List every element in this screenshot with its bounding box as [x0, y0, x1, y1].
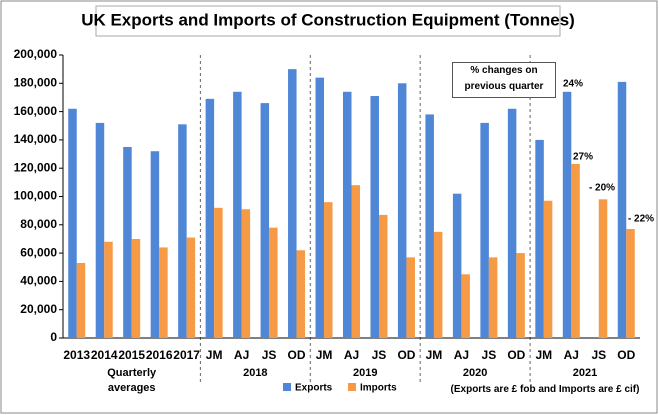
bar [452, 193, 462, 338]
bar [598, 199, 608, 338]
bar [241, 209, 251, 338]
x-tick-label: OD [507, 348, 525, 362]
bar [269, 227, 278, 338]
x-tick-label: 2013 [63, 348, 90, 362]
bar [76, 263, 86, 338]
x-tick-label: AJ [564, 348, 579, 362]
x-tick-label: 2017 [173, 348, 200, 362]
bar [315, 77, 325, 338]
y-tick-label: 120,000 [14, 160, 58, 174]
legend-swatch [283, 383, 291, 391]
bar [324, 202, 333, 338]
bar [159, 247, 168, 338]
bar [288, 69, 297, 339]
bar [425, 114, 434, 339]
annotation: - 20% [589, 183, 615, 194]
bar [123, 146, 132, 338]
x-tick-label: 2016 [146, 348, 173, 362]
bar [480, 122, 489, 338]
x-tick-label: 2014 [91, 348, 118, 362]
chart-title: UK Exports and Imports of Construction E… [81, 10, 575, 29]
x-tick-label: JS [262, 348, 277, 362]
bar [150, 151, 160, 338]
y-tick-label: 100,000 [14, 189, 58, 203]
bar [95, 122, 105, 338]
y-tick-label: 20,000 [20, 302, 57, 316]
x-tick-label: OD [397, 348, 415, 362]
y-tick-label: 40,000 [20, 274, 57, 288]
bar [343, 91, 352, 338]
y-tick-label: 180,000 [14, 75, 58, 89]
x-tick-label: OD [617, 348, 635, 362]
y-tick-label: 60,000 [20, 245, 57, 259]
y-tick-label: 0 [50, 330, 57, 344]
footnote: (Exports are £ fob and Imports are £ cif… [450, 384, 640, 395]
x-tick-label: JS [591, 348, 606, 362]
bar [131, 238, 141, 338]
bar [104, 241, 113, 338]
x-tick-label: AJ [454, 348, 469, 362]
x-tick-label: JM [426, 348, 443, 362]
x-tick-label: AJ [234, 348, 249, 362]
x-tick-label: 2015 [118, 348, 145, 362]
y-tick-label: 200,000 [14, 47, 58, 61]
bar [370, 96, 379, 338]
x-tick-label: JS [372, 348, 387, 362]
annotation: 27% [573, 152, 593, 163]
x-tick-label: JM [316, 348, 333, 362]
legend-swatch [348, 383, 356, 391]
bar [543, 200, 553, 338]
bar [205, 98, 215, 339]
y-tick-label: 160,000 [14, 104, 58, 118]
group-label: 2020 [462, 367, 488, 379]
x-tick-label: OD [288, 348, 306, 362]
bar [178, 124, 187, 339]
bar [626, 229, 635, 338]
bar [516, 253, 525, 338]
bar [535, 139, 544, 338]
bar [351, 185, 360, 338]
legend-label: Exports [295, 383, 333, 394]
title-box [95, 5, 561, 37]
bar [507, 108, 517, 339]
group-label: Quarterly averages [107, 367, 157, 394]
bar [378, 214, 388, 338]
bar [488, 257, 498, 338]
annotation: 24% [563, 79, 583, 90]
y-tick-label: 140,000 [14, 132, 58, 146]
bar [433, 231, 443, 338]
x-tick-label: JM [535, 348, 552, 362]
group-label: 2019 [352, 367, 378, 379]
x-tick-label: AJ [344, 348, 359, 362]
group-label: 2018 [243, 367, 268, 379]
legend-label: Imports [360, 383, 397, 394]
bar [617, 81, 627, 338]
bar [461, 274, 470, 338]
bar [186, 237, 196, 338]
annotation: - 22% [628, 214, 654, 225]
bar [562, 91, 572, 338]
bar [68, 108, 77, 339]
bar [397, 83, 407, 338]
x-tick-label: JM [206, 348, 223, 362]
bar [296, 250, 306, 338]
bar [214, 207, 223, 338]
y-tick-label: 80,000 [20, 217, 57, 231]
group-label: 2021 [572, 367, 598, 379]
bar [233, 91, 242, 338]
annotation-box: % changes on previous quarter [452, 62, 556, 98]
bar [406, 257, 415, 338]
x-tick-label: JS [482, 348, 497, 362]
bar [260, 103, 270, 338]
bar [571, 163, 580, 338]
